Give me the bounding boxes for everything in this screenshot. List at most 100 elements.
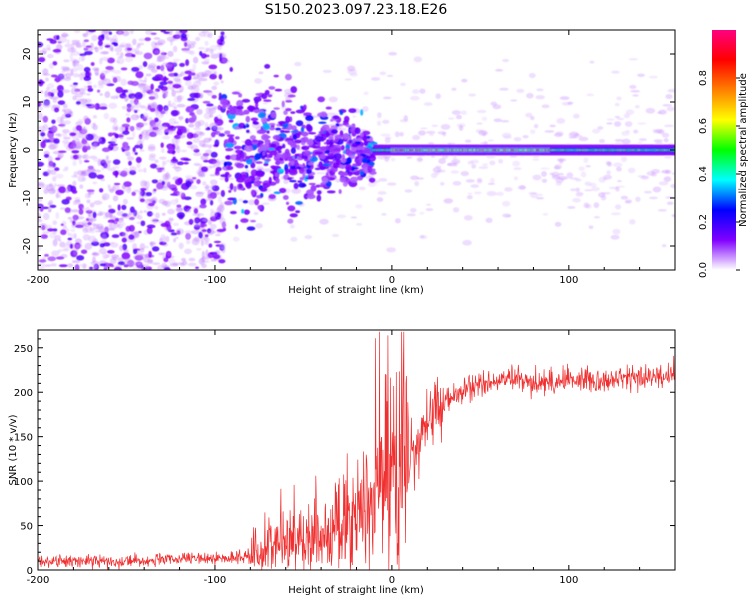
spectrogram-cell [52,61,58,66]
spectrogram-cell [120,67,128,71]
spectrogram-cell [217,196,222,203]
spectrogram-cell [170,160,174,166]
spectrogram-cell [48,200,54,206]
spectrogram-cell [192,212,201,217]
spectrogram-cell [112,170,119,176]
spectrogram-cell [151,246,160,252]
spectrogram-cell [118,126,124,133]
spectrogram-cell [464,139,472,143]
spectrogram-cell [270,143,277,148]
spectrogram-cell [625,109,635,115]
spectrogram-cell [625,199,633,204]
spectrogram-cell [249,135,257,141]
spectrogram-cell [255,92,262,96]
spectrogram-cell [128,234,135,240]
spectrogram-cell [159,77,169,82]
colorbar-bar [712,30,736,270]
spectrogram-cell [43,153,50,158]
spectrogram-cell [187,97,196,102]
spectrogram-cell [61,89,71,94]
spectrogram-cell [426,203,432,206]
spectrogram-cell [173,161,177,167]
spectrogram-cell [81,92,87,96]
spectrogram-cell [530,129,536,135]
spectrogram-cell [384,137,391,144]
spectrogram-cell [222,227,227,232]
spectrogram-cell [580,171,587,178]
spectrogram-cell [510,99,518,102]
spectrogram-cell [476,122,483,125]
spectrogram-cell [87,87,94,92]
spectrogram-cell [107,167,116,172]
spectrogram-cell [78,263,87,267]
spectrogram-cell [184,248,192,255]
spectrogram-cell [200,155,209,161]
spectrogram-cell [653,139,663,143]
spectrogram-cell [185,240,191,245]
spectrogram-cell [295,201,303,205]
spectrogram-cell [322,137,327,141]
spectrogram-cell [145,30,153,35]
spectrogram-cell [38,56,46,63]
spectrogram-cell [118,245,125,252]
spectrogram-cell [186,132,194,139]
spectrogram-cell [121,237,127,243]
spectrogram-cell [621,138,631,145]
spectrogram-cell [172,156,177,162]
spectrogram-cell [336,214,347,219]
spectrogram-cell [243,209,251,215]
spectrogram-cell [277,168,285,174]
spectrogram-cell [209,179,218,185]
spectrogram-cell [48,185,57,189]
spectrogram-cell [153,78,162,82]
spectrogram-cell [138,189,143,197]
spectrogram-cell [164,93,168,98]
spectrogram-cell [284,88,293,95]
spectrogram-cell [111,137,117,145]
spectrogram-cell [304,235,313,240]
spectrogram-cell [262,123,271,131]
spectrogram-cell [505,214,512,218]
spectrogram-cell [54,167,60,172]
spectrogram-cell [47,228,54,232]
spectrogram-cell [168,129,174,135]
spectrogram-cell [67,216,73,220]
spectrogram-cell [41,224,46,231]
spectrogram-cell [286,201,290,205]
spectrogram-cell [467,192,473,195]
spectrogram-cell [146,224,156,229]
spectrogram-cell [122,141,129,148]
spectrogram-cell [410,175,419,180]
spectrogram-cell [616,166,622,172]
spectrogram-cell [196,247,202,251]
spectrogram-cell [194,36,201,42]
spectrogram-cell [208,107,216,115]
spectrogram-cell [70,229,76,233]
spectrogram-cell [528,72,536,79]
spectrogram-cell [220,80,224,84]
spectrogram-cell [111,42,118,45]
spectrogram-cell [351,142,358,148]
spectrogram-cell [658,181,669,186]
spectrogram-cell [189,184,198,190]
spectrogram-cell [345,124,354,128]
spectrogram-cell [443,198,454,204]
spectrogram-cell [306,194,316,200]
spectrogram-cell [156,65,161,70]
spectrogram-cell [137,168,144,173]
spectrogram-cell [178,262,184,265]
spectrogram-cell [301,136,309,143]
colorbar-tick-label: 0.6 [698,118,709,134]
spectrogram-cell [38,106,44,111]
spectrogram-cell [455,114,462,120]
spectrogram-cell [69,132,77,137]
spectrogram-cell [139,105,146,109]
spectrogram-cell [544,130,555,133]
spectrogram-cell [410,207,417,213]
spectrogram-cell [328,96,338,103]
spectrogram-cell [65,186,71,194]
spectrogram-cell [627,167,636,174]
spectrogram-cell [113,266,122,270]
spectrogram-cell [115,86,124,94]
spectrogram-y-tick-label: -10 [22,190,33,206]
